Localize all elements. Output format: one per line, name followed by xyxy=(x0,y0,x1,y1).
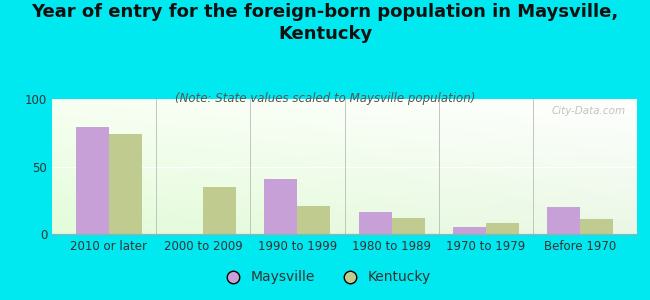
Bar xyxy=(297,206,330,234)
Legend: Maysville, Kentucky: Maysville, Kentucky xyxy=(213,265,437,290)
Bar xyxy=(453,227,486,234)
Bar xyxy=(75,127,109,234)
Bar xyxy=(486,223,519,234)
Bar xyxy=(580,219,614,234)
Bar xyxy=(203,187,236,234)
Bar xyxy=(392,218,424,234)
Bar xyxy=(547,207,580,234)
Bar xyxy=(265,178,297,234)
Text: Year of entry for the foreign-born population in Maysville,
Kentucky: Year of entry for the foreign-born popul… xyxy=(31,3,619,43)
Text: (Note: State values scaled to Maysville population): (Note: State values scaled to Maysville … xyxy=(175,92,475,104)
Bar xyxy=(109,134,142,234)
Bar xyxy=(359,212,392,234)
Text: City-Data.com: City-Data.com xyxy=(551,106,625,116)
